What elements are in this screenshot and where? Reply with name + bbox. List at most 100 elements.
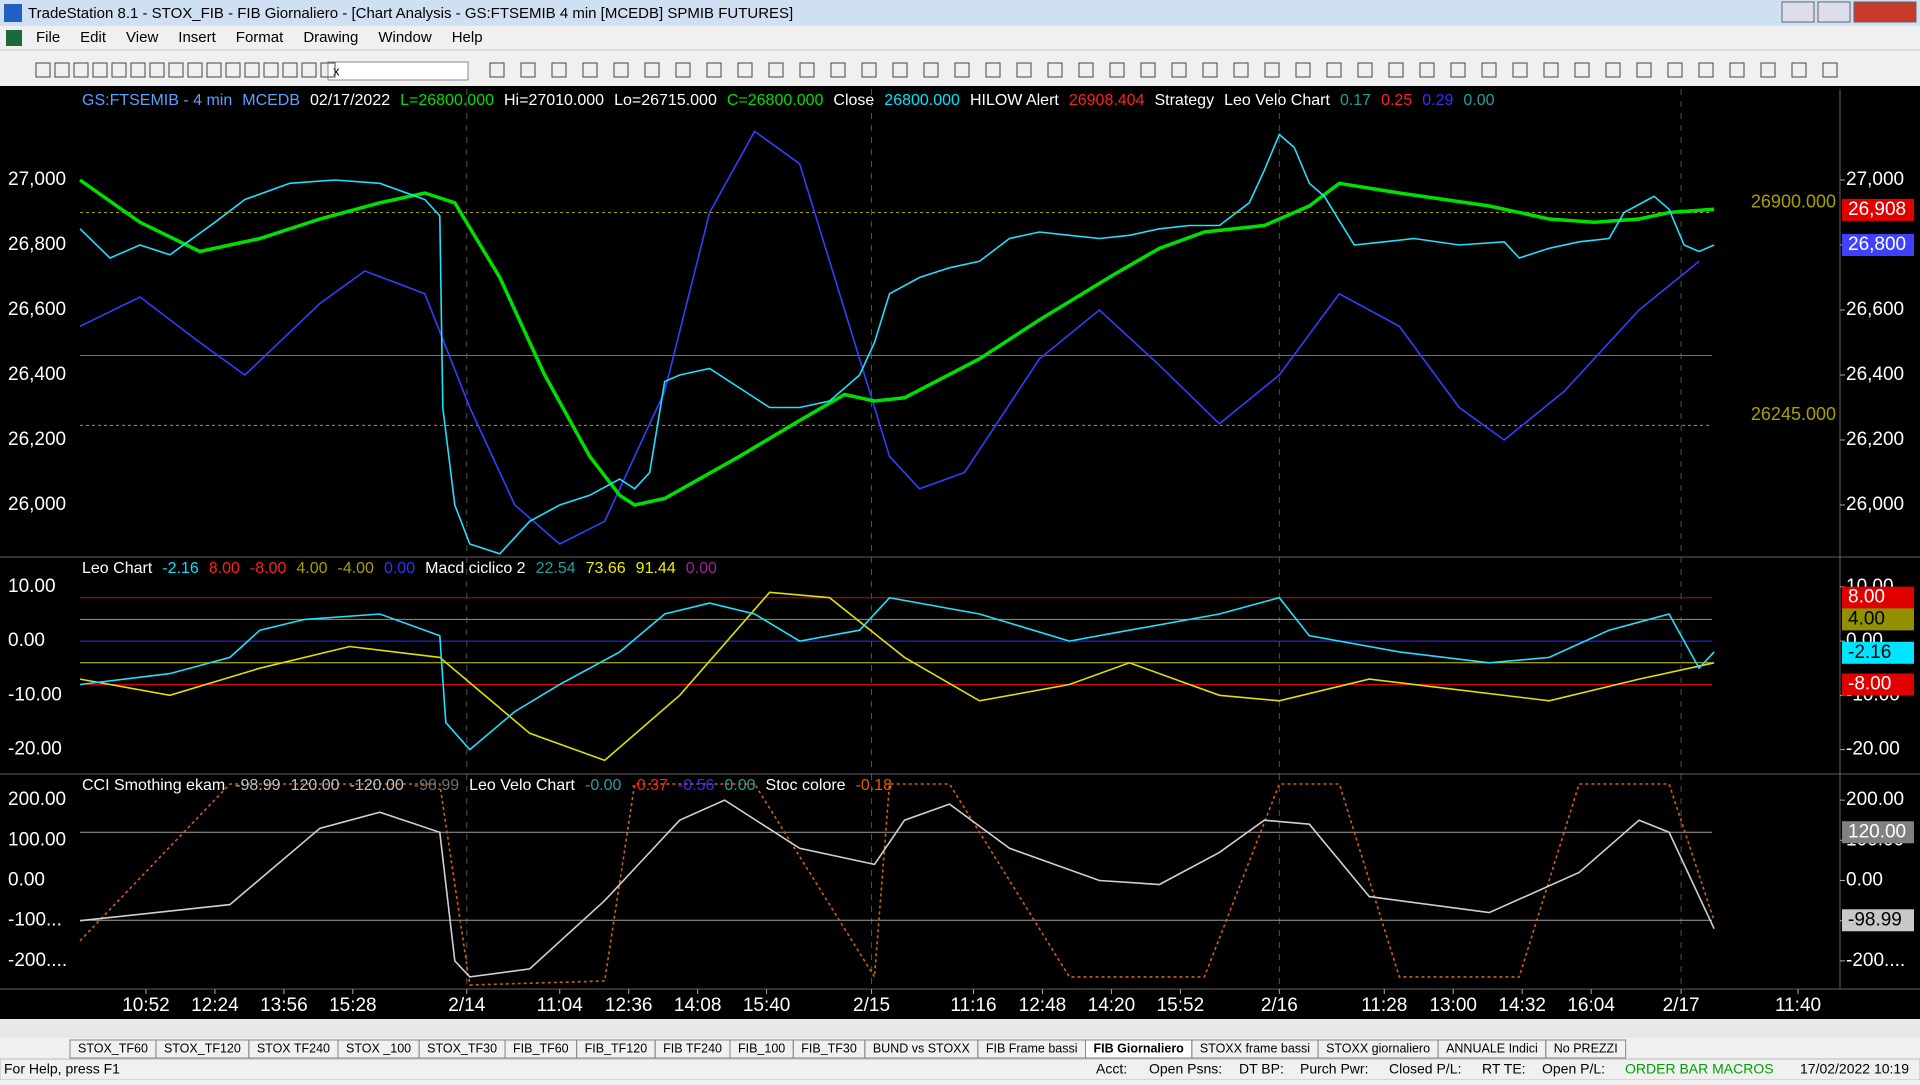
- panel-header-item: HILOW Alert: [970, 92, 1059, 109]
- close-button[interactable]: [1853, 1, 1917, 23]
- toolbar-button[interactable]: [985, 62, 1001, 78]
- toolbar-button[interactable]: [1295, 62, 1311, 78]
- toolbar-button[interactable]: [1605, 62, 1621, 78]
- toolbar-button[interactable]: [1171, 62, 1187, 78]
- toolbar-button[interactable]: [1574, 62, 1590, 78]
- toolbar-button[interactable]: [737, 62, 753, 78]
- sheet-tab[interactable]: FIB TF240: [663, 1041, 722, 1055]
- toolbar-button[interactable]: [861, 62, 877, 78]
- menu-item[interactable]: Drawing: [303, 29, 358, 46]
- toolbar-button[interactable]: [92, 62, 108, 78]
- toolbar-button[interactable]: [1760, 62, 1776, 78]
- toolbar-button[interactable]: [1481, 62, 1497, 78]
- toolbar-button[interactable]: [1264, 62, 1280, 78]
- toolbar-button[interactable]: [187, 62, 203, 78]
- toolbar-button[interactable]: [1140, 62, 1156, 78]
- toolbar-button[interactable]: [1357, 62, 1373, 78]
- sheet-tab[interactable]: STOX_TF120: [164, 1041, 241, 1055]
- menu-item[interactable]: Help: [452, 29, 483, 46]
- toolbar-button[interactable]: [111, 62, 127, 78]
- toolbar-button[interactable]: [706, 62, 722, 78]
- toolbar-button[interactable]: [892, 62, 908, 78]
- toolbar-button[interactable]: [1326, 62, 1342, 78]
- toolbar-button[interactable]: [263, 62, 279, 78]
- menu-item[interactable]: View: [126, 29, 158, 46]
- scrollbar[interactable]: [0, 1019, 1920, 1038]
- toolbar-button[interactable]: [1202, 62, 1218, 78]
- menu-item[interactable]: File: [36, 29, 60, 46]
- panel-header-item: 91.44: [636, 560, 676, 577]
- toolbar-button[interactable]: [35, 62, 51, 78]
- sheet-tab[interactable]: STOX _100: [346, 1041, 411, 1055]
- toolbar-button[interactable]: [520, 62, 536, 78]
- sheet-tab[interactable]: ANNUALE Indici: [1446, 1041, 1538, 1055]
- toolbar-button[interactable]: [1729, 62, 1745, 78]
- toolbar-button[interactable]: [830, 62, 846, 78]
- toolbar-button[interactable]: [1822, 62, 1838, 78]
- sheet-tab[interactable]: STOX TF240: [257, 1041, 330, 1055]
- toolbar-button[interactable]: [1450, 62, 1466, 78]
- toolbar-button[interactable]: [244, 62, 260, 78]
- toolbar-button[interactable]: [613, 62, 629, 78]
- toolbar-button[interactable]: [644, 62, 660, 78]
- sheet-tab[interactable]: STOX_TF30: [427, 1041, 497, 1055]
- panel-header-item: C=26800.000: [727, 92, 824, 109]
- menu-item[interactable]: Insert: [178, 29, 216, 46]
- toolbar-button[interactable]: [1636, 62, 1652, 78]
- menu-item[interactable]: Window: [378, 29, 432, 46]
- toolbar-button[interactable]: [954, 62, 970, 78]
- x-tick-label: 15:52: [1157, 995, 1205, 1016]
- toolbar-button[interactable]: [1233, 62, 1249, 78]
- toolbar-button[interactable]: [130, 62, 146, 78]
- level-label: 26245.000: [1751, 404, 1836, 424]
- toolbar-button[interactable]: [799, 62, 815, 78]
- toolbar-button[interactable]: [149, 62, 165, 78]
- menu-item[interactable]: Format: [236, 29, 284, 46]
- toolbar-button[interactable]: [225, 62, 241, 78]
- y-tick-label: 27,000: [8, 169, 66, 190]
- toolbar-button[interactable]: [489, 62, 505, 78]
- toolbar-button[interactable]: [1078, 62, 1094, 78]
- toolbar-button[interactable]: [1016, 62, 1032, 78]
- toolbar-button[interactable]: [1047, 62, 1063, 78]
- sheet-tab[interactable]: FIB Frame bassi: [986, 1041, 1078, 1055]
- toolbar-button[interactable]: [1667, 62, 1683, 78]
- toolbar-button[interactable]: [768, 62, 784, 78]
- x-tick-label: 15:40: [743, 995, 791, 1016]
- toolbar-button[interactable]: [206, 62, 222, 78]
- toolbar-button[interactable]: [1419, 62, 1435, 78]
- toolbar-button[interactable]: [1512, 62, 1528, 78]
- sheet-tab[interactable]: STOXX frame bassi: [1200, 1041, 1310, 1055]
- toolbar-button[interactable]: [282, 62, 298, 78]
- toolbar-button[interactable]: [1543, 62, 1559, 78]
- sheet-tab[interactable]: STOX_TF60: [78, 1041, 148, 1055]
- toolbar-button[interactable]: [1388, 62, 1404, 78]
- toolbar-button[interactable]: [54, 62, 70, 78]
- minimize-button[interactable]: [1781, 1, 1815, 23]
- y-tick-label: -200....: [8, 950, 67, 971]
- sheet-tab[interactable]: FIB_TF30: [801, 1041, 857, 1055]
- sheet-tab[interactable]: No PREZZI: [1554, 1041, 1618, 1055]
- toolbar-button[interactable]: [73, 62, 89, 78]
- sheet-tab[interactable]: FIB Giornaliero: [1094, 1041, 1185, 1055]
- sheet-tab[interactable]: FIB_100: [738, 1041, 785, 1055]
- toolbar-button[interactable]: [675, 62, 691, 78]
- x-tick-label: 11:04: [537, 995, 584, 1016]
- toolbar-button[interactable]: [301, 62, 317, 78]
- toolbar-button[interactable]: [1791, 62, 1807, 78]
- sheet-tab[interactable]: FIB_TF60: [513, 1041, 569, 1055]
- maximize-button[interactable]: [1817, 1, 1851, 23]
- sheet-tab[interactable]: FIB_TF120: [585, 1041, 648, 1055]
- toolbar-button[interactable]: [582, 62, 598, 78]
- toolbar-button[interactable]: [923, 62, 939, 78]
- menu-item[interactable]: Edit: [80, 29, 107, 46]
- sheet-tab[interactable]: STOXX giornaliero: [1326, 1041, 1430, 1055]
- toolbar-button[interactable]: [1109, 62, 1125, 78]
- sheet-tab-frame[interactable]: [1545, 1039, 1627, 1059]
- toolbar-button[interactable]: [320, 62, 336, 78]
- toolbar-button[interactable]: [1698, 62, 1714, 78]
- toolbar-button[interactable]: [551, 62, 567, 78]
- toolbar-button[interactable]: [168, 62, 184, 78]
- sheet-tab[interactable]: BUND vs STOXX: [873, 1041, 971, 1055]
- symbol-combobox[interactable]: [327, 61, 469, 81]
